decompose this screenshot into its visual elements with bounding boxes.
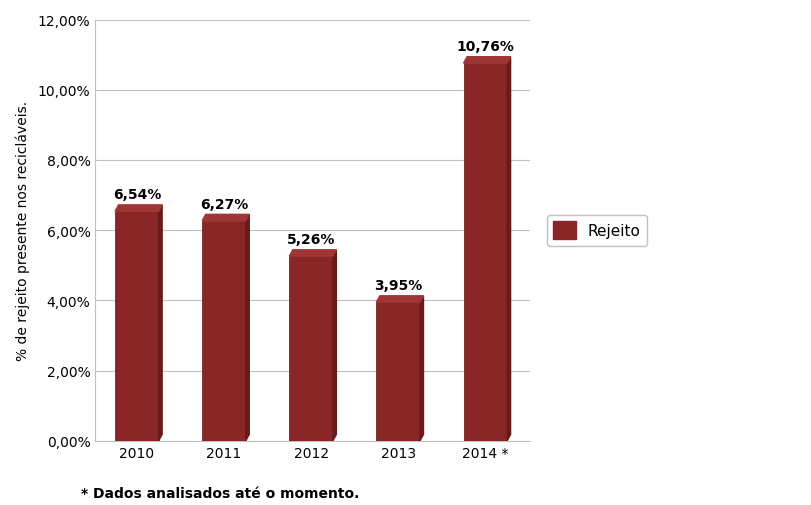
Text: 6,27%: 6,27% — [200, 197, 248, 212]
Polygon shape — [419, 296, 423, 441]
Polygon shape — [333, 250, 336, 441]
Text: * Dados analisados até o momento.: * Dados analisados até o momento. — [81, 486, 359, 500]
Bar — [289, 257, 333, 441]
Bar — [202, 221, 246, 441]
Text: 5,26%: 5,26% — [286, 233, 335, 247]
Bar — [115, 212, 158, 441]
Bar — [463, 64, 507, 441]
Bar — [376, 302, 419, 441]
Text: 6,54%: 6,54% — [113, 188, 161, 202]
Polygon shape — [158, 206, 162, 441]
Polygon shape — [115, 206, 162, 212]
Polygon shape — [376, 296, 423, 302]
Polygon shape — [463, 58, 510, 64]
Text: 3,95%: 3,95% — [374, 279, 422, 293]
Legend: Rejeito: Rejeito — [546, 215, 646, 246]
Polygon shape — [246, 215, 249, 441]
Polygon shape — [507, 58, 510, 441]
Polygon shape — [289, 250, 336, 257]
Polygon shape — [202, 215, 249, 221]
Text: 10,76%: 10,76% — [456, 40, 513, 54]
Y-axis label: % de rejeito presente nos recicláveis.: % de rejeito presente nos recicláveis. — [15, 101, 29, 361]
